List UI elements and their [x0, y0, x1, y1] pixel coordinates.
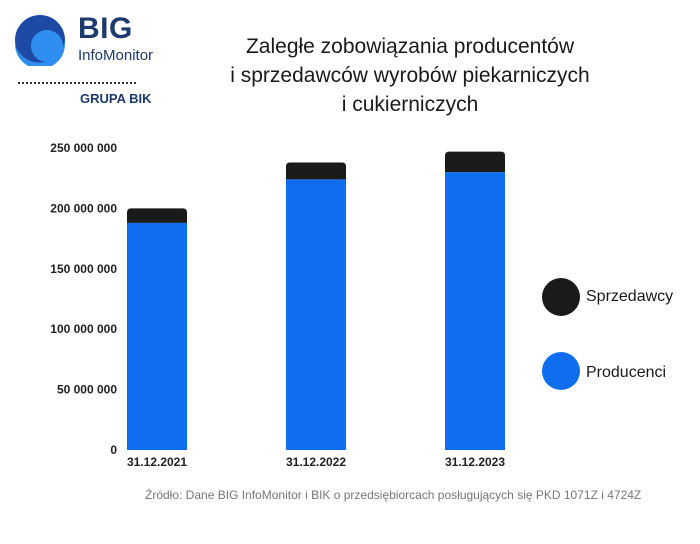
- chart-title-line: i sprzedawców wyrobów piekarniczych: [230, 64, 590, 87]
- big-logo-icon: [15, 15, 66, 66]
- legend-item-sprzedawcy: Sprzedawcy: [540, 278, 690, 318]
- bar-producenci: [445, 172, 505, 450]
- y-tick-label: 50 000 000: [57, 383, 117, 397]
- legend-item-producenci: Producenci: [540, 352, 690, 392]
- y-tick-label: 250 000 000: [50, 141, 117, 155]
- logo-divider: [18, 82, 136, 84]
- x-category-label: 31.12.2021: [127, 455, 187, 469]
- y-tick-label: 150 000 000: [50, 262, 117, 276]
- bar-sprzedawcy: [445, 151, 505, 173]
- big-infomonitor-logo: BIG InfoMonitor GRUPA BIK: [10, 8, 168, 112]
- bar-producenci: [127, 222, 187, 450]
- bar-sprzedawcy: [127, 208, 187, 223]
- chart-title-line: Zaległe zobowiązania producentów: [245, 35, 575, 58]
- legend-swatch-sprzedawcy: [542, 278, 580, 316]
- legend-label-producenci: Producenci: [586, 364, 667, 381]
- x-category-label: 31.12.2023: [445, 455, 505, 469]
- logo-big-text: BIG: [78, 12, 133, 45]
- chart-title: Zaległe zobowiązania producentów i sprze…: [190, 32, 630, 119]
- logo-subtitle: InfoMonitor: [78, 47, 154, 64]
- chart-title-line: i cukierniczych: [341, 93, 479, 116]
- source-note: Źródło: Dane BIG InfoMonitor i BIK o prz…: [145, 488, 642, 502]
- bar-producenci: [286, 179, 346, 450]
- x-category-label: 31.12.2022: [286, 455, 346, 469]
- legend-swatch-producenci: [542, 352, 580, 390]
- bar-sprzedawcy: [286, 162, 346, 180]
- y-tick-label: 100 000 000: [50, 322, 117, 336]
- legend-label-sprzedawcy: Sprzedawcy: [586, 288, 674, 305]
- logo-group-text: GRUPA BIK: [80, 91, 152, 106]
- y-tick-label: 0: [110, 443, 117, 457]
- y-tick-label: 200 000 000: [50, 201, 117, 215]
